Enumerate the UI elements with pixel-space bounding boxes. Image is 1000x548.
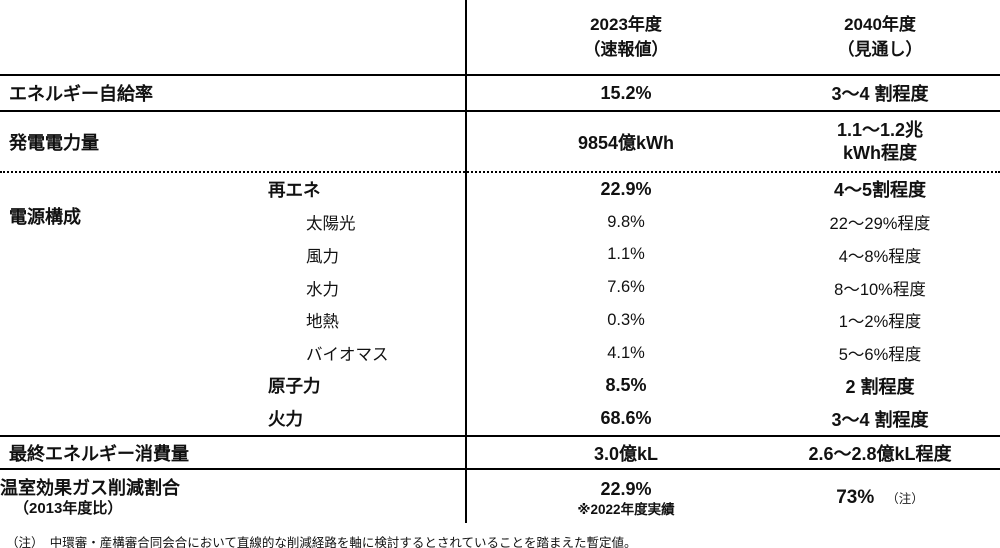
value-2023: 1.1% bbox=[607, 245, 645, 264]
row-final-consumption: 最終エネルギー消費量 3.0億kL 2.6～2.8億kL程度 bbox=[0, 437, 1000, 470]
value-2040-wrapped: 1.1～1.2兆 kWh程度 bbox=[837, 119, 923, 165]
value-2040: 2 割程度 bbox=[845, 376, 915, 397]
value-2040: 3～4 割程度 bbox=[831, 84, 929, 104]
value-2023: 7.6% bbox=[607, 278, 645, 297]
header-2040-year: 2040年度 bbox=[844, 15, 916, 34]
row-label: 再エネ bbox=[268, 179, 321, 200]
header-2023-year: 2023年度 bbox=[590, 15, 662, 34]
row-label: 火力 bbox=[268, 409, 303, 430]
column-divider-line bbox=[465, 0, 467, 523]
row-self-sufficiency: エネルギー自給率 15.2% 3～4 割程度 bbox=[0, 76, 1000, 112]
value-2040-note-ref: （注） bbox=[886, 492, 924, 506]
value-2040: 5～6%程度 bbox=[838, 346, 922, 365]
value-2040: 22～29%程度 bbox=[829, 215, 931, 234]
value-2040: 4～5割程度 bbox=[833, 180, 927, 201]
row-generation: 発電電力量 9854億kWh 1.1～1.2兆 kWh程度 bbox=[0, 112, 1000, 173]
row-renewables: 再エネ 22.9% 4～5割程度 bbox=[0, 173, 1000, 206]
value-2023: 0.3% bbox=[607, 310, 645, 329]
header-2040: 2040年度 （見通し） bbox=[786, 0, 1000, 74]
row-nuclear: 原子力 8.5% 2 割程度 bbox=[0, 370, 1000, 403]
header-2023-sub: （速報値） bbox=[583, 40, 669, 59]
row-label: 温室効果ガス削減割合 bbox=[0, 477, 180, 498]
value-2023: 9854億kWh bbox=[577, 132, 675, 153]
energy-outlook-table: 2023年度 （速報値） 2040年度 （見通し） エネルギー自給率 15.2%… bbox=[0, 0, 1000, 525]
value-2023: 9.8% bbox=[607, 212, 645, 231]
footnote: （注） 中環審・産構審合同会合において直線的な削減経路を軸に検討するとされている… bbox=[6, 536, 637, 548]
value-2040-line2: kWh程度 bbox=[842, 142, 917, 163]
row-label: 太陽光 bbox=[306, 215, 356, 234]
row-hydro: 水力 7.6% 8～10%程度 bbox=[0, 271, 1000, 304]
value-2023-group: 22.9% ※2022年度実績 bbox=[466, 470, 786, 525]
row-biomass: バイオマス 4.1% 5～6%程度 bbox=[0, 337, 1000, 370]
section-power-mix: 電源構成 再エネ 22.9% 4～5割程度 太陽光 9.8% 22～29%程度 … bbox=[0, 173, 1000, 437]
row-wind: 風力 1.1% 4～8%程度 bbox=[0, 239, 1000, 272]
value-2023-stack: 22.9% ※2022年度実績 bbox=[577, 478, 674, 518]
value-2040: 1.1～1.2兆 kWh程度 bbox=[786, 112, 1000, 171]
header-2023: 2023年度 （速報値） bbox=[466, 0, 786, 74]
row-label: 原子力 bbox=[268, 376, 321, 397]
value-2040-line1: 1.1～1.2兆 bbox=[836, 119, 924, 140]
row-label-sub: （2013年度比） bbox=[14, 499, 123, 517]
row-label: 水力 bbox=[306, 280, 339, 299]
row-label-group: 温室効果ガス削減割合 （2013年度比） bbox=[0, 470, 466, 525]
row-label: 地熱 bbox=[306, 313, 339, 332]
row-label: 風力 bbox=[306, 247, 339, 266]
table-header-row: 2023年度 （速報値） 2040年度 （見通し） bbox=[0, 0, 1000, 76]
section-label: 電源構成 bbox=[9, 207, 81, 227]
value-2023: 22.9% bbox=[600, 478, 652, 499]
value-2023: 68.6% bbox=[600, 408, 652, 429]
row-label: バイオマス bbox=[306, 346, 389, 365]
value-2040: 1～2%程度 bbox=[838, 313, 922, 332]
row-geothermal: 地熱 0.3% 1～2%程度 bbox=[0, 304, 1000, 337]
value-2023: 15.2% bbox=[600, 82, 652, 103]
value-2040: 3～4 割程度 bbox=[831, 409, 929, 430]
header-empty-cell bbox=[0, 0, 466, 74]
value-2040: 4～8%程度 bbox=[838, 247, 922, 266]
value-2023: 4.1% bbox=[607, 343, 645, 362]
row-label: 最終エネルギー消費量 bbox=[9, 443, 189, 464]
value-2023: 22.9% bbox=[600, 178, 652, 199]
value-2040: 2.6～2.8億kL程度 bbox=[808, 443, 952, 464]
row-label: エネルギー自給率 bbox=[9, 84, 153, 104]
row-label: 発電電力量 bbox=[9, 132, 99, 153]
header-2040-sub: （見通し） bbox=[837, 40, 923, 59]
value-2040-group: 73% （注） bbox=[786, 470, 1000, 525]
value-2023-note: ※2022年度実績 bbox=[577, 501, 675, 517]
value-2023: 8.5% bbox=[605, 375, 647, 396]
row-thermal: 火力 68.6% 3～4 割程度 bbox=[0, 402, 1000, 435]
row-ghg-reduction: 温室効果ガス削減割合 （2013年度比） 22.9% ※2022年度実績 73%… bbox=[0, 470, 1000, 525]
value-2040: 8～10%程度 bbox=[834, 280, 926, 299]
value-2040: 73% bbox=[836, 486, 875, 508]
value-2023: 3.0億kL bbox=[593, 443, 659, 464]
row-solar: 太陽光 9.8% 22～29%程度 bbox=[0, 206, 1000, 239]
